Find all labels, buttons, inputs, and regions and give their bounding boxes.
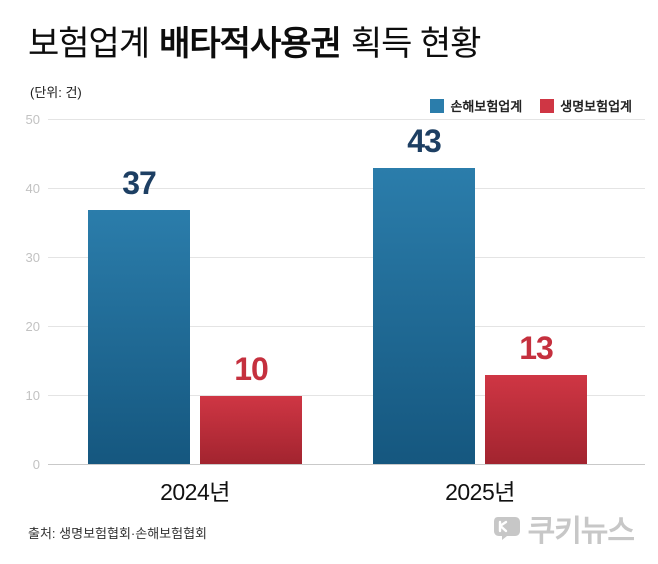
unit-label: (단위: 건) [30,85,82,100]
plot-area: 0 10 20 30 40 50 37 10 2024년 43 13 2025년 [26,112,645,505]
title-part-3: 획득 현황 [350,25,482,63]
watermark-text: 쿠키뉴스 [527,515,635,548]
bar-2025년-생명보험업계 [485,375,587,464]
legend-label-nonlife: 손해보험업계 [450,99,523,114]
gridline-50 [48,119,645,120]
gridline-10 [48,395,645,396]
legend-swatch-nonlife [430,98,445,113]
legend-item-life: 생명보험업계 [540,96,632,115]
gridline-20 [48,326,645,327]
source-text: 출처: 생명보험협회·손해보험협회 [28,526,207,541]
gridline-30 [48,257,645,258]
y-tick-label-20: 20 [25,319,40,334]
y-tick-label-40: 40 [25,181,40,196]
kukinews-logo-icon [492,513,522,543]
chart-legend: 손해보험업계 생명보험업계 [430,96,632,115]
y-tick-label-10: 10 [25,388,40,403]
legend-item-nonlife: 손해보험업계 [430,96,522,115]
watermark: 쿠키뉴스 [492,506,635,550]
bar-2024년-손해보험업계 [88,209,190,464]
bar-value-2024년-손해보험업계: 37 [122,164,157,201]
page-title: 보험업계 배타적사용권 획득 현황 [28,16,482,65]
gridline-0 [48,464,645,465]
y-tick-label-50: 50 [25,112,40,127]
y-tick-label-0: 0 [32,457,40,472]
legend-swatch-life [540,98,555,113]
legend-label-life: 생명보험업계 [560,99,632,114]
bar-value-2025년-손해보험업계: 43 [407,123,442,160]
bar-2025년-손해보험업계 [373,168,475,464]
gridline-40 [48,188,645,189]
bar-value-2025년-생명보험업계: 13 [519,330,554,367]
title-part-1: 보험업계 [28,25,150,63]
y-tick-label-30: 30 [25,250,40,265]
title-part-2: 배타적사용권 [159,25,342,63]
bar-value-2024년-생명보험업계: 10 [234,351,269,387]
x-axis-label-2025년: 2025년 [445,479,515,505]
x-axis-label-2024년: 2024년 [160,479,230,505]
bar-2024년-생명보험업계 [200,396,302,464]
